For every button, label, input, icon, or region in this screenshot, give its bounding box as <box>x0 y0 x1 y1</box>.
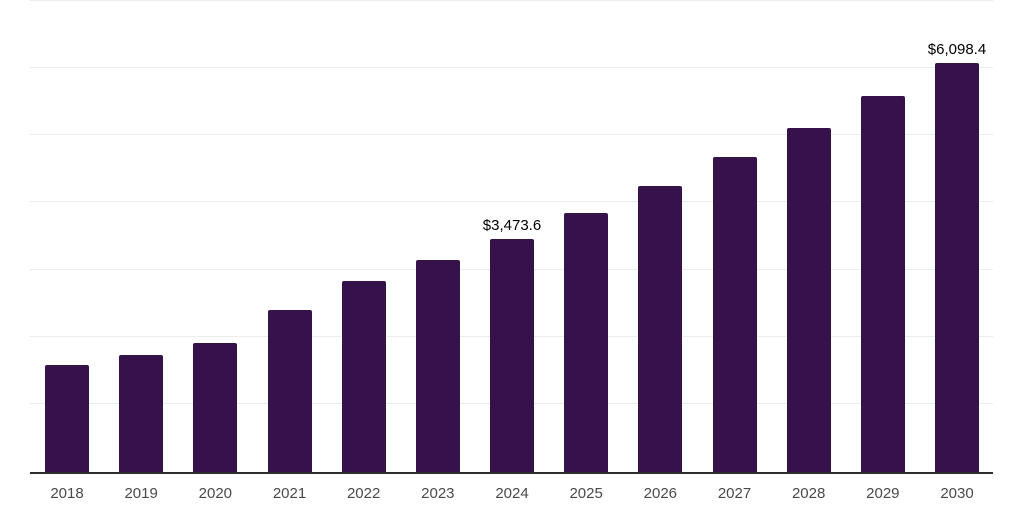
data-label-2030: $6,098.4 <box>927 40 987 58</box>
bar-2024 <box>490 238 534 472</box>
bar-2026 <box>638 185 683 472</box>
x-tick-2024: 2024 <box>495 485 529 502</box>
bar-2027 <box>712 157 757 472</box>
x-tick-2021: 2021 <box>272 485 307 502</box>
bar-2022 <box>341 280 386 472</box>
x-tick-2025: 2025 <box>569 485 603 502</box>
gridline-5000 <box>30 134 993 136</box>
bar-2021 <box>267 309 312 472</box>
gridline-6000 <box>30 67 993 69</box>
gridline-4000 <box>30 201 993 203</box>
x-tick-2022: 2022 <box>346 485 381 502</box>
data-label-2024: $3,473.6 <box>482 216 542 234</box>
gridline-7000 <box>30 0 993 1</box>
x-tick-2018: 2018 <box>50 485 84 502</box>
bar-2030 <box>935 62 979 472</box>
x-tick-2030: 2030 <box>940 485 974 502</box>
x-tick-2026: 2026 <box>643 485 678 502</box>
bar-2019 <box>119 354 164 472</box>
x-tick-2028: 2028 <box>791 485 826 502</box>
bar-2029 <box>860 95 905 472</box>
x-tick-2029: 2029 <box>866 485 900 502</box>
x-tick-2019: 2019 <box>124 485 158 502</box>
x-tick-2027: 2027 <box>717 485 752 502</box>
bar-2018 <box>45 364 89 472</box>
x-tick-2023: 2023 <box>421 485 455 502</box>
x-tick-2020: 2020 <box>198 485 233 502</box>
bar-2028 <box>786 127 831 472</box>
bar-2020 <box>193 343 238 472</box>
bar-2023 <box>415 260 460 472</box>
bar-2025 <box>564 212 609 472</box>
